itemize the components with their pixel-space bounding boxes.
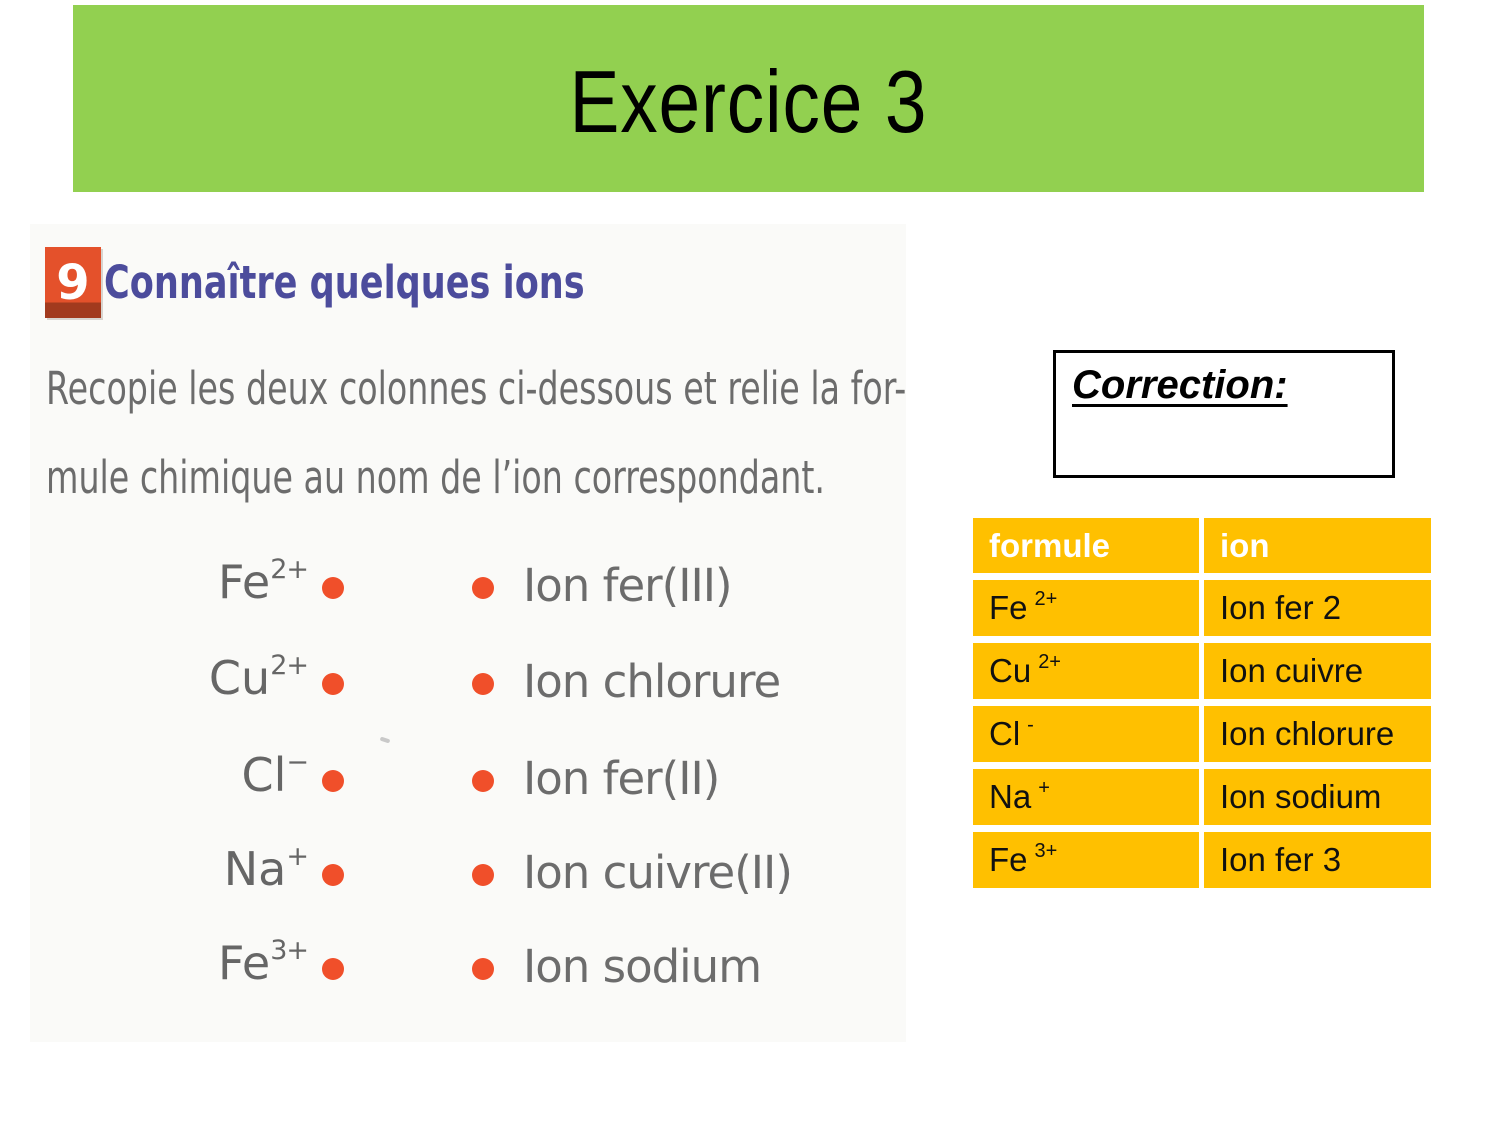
textbook-excerpt: 9 Connaître quelques ions Recopie les de… [30, 224, 906, 1042]
ion-cell: Ion chlorure [1204, 706, 1431, 762]
match-row: Na+ Ion cuivre(II) [30, 840, 906, 906]
match-row: Cu2+ Ion chlorure [30, 649, 906, 715]
formula-superscript: + [1038, 777, 1050, 799]
exercise-instructions: Recopie les deux colonnes ci-dessous et … [46, 344, 934, 522]
formula-label: Na+ [150, 840, 309, 906]
column-header-formule: formule [973, 518, 1199, 573]
instructions-line-1: Recopie les deux colonnes ci-dessous et … [46, 362, 907, 415]
formula-label: Cl− [150, 746, 309, 812]
table-row: Fe 2+ Ion fer 2 [973, 580, 1431, 636]
exercise-heading: Connaître quelques ions [104, 256, 585, 309]
formula-cell: Fe 2+ [973, 580, 1199, 636]
table-row: Na + Ion sodium [973, 769, 1431, 825]
table-header-row: formule ion [973, 518, 1431, 573]
formula-base: Fe [217, 936, 271, 990]
formula-base: Cu [208, 651, 271, 705]
formula-superscript: 2+ [1034, 588, 1058, 610]
ion-name-label: Ion chlorure [523, 655, 781, 708]
formula-base: Cu [989, 652, 1032, 689]
formula-superscript: 2+ [270, 649, 309, 681]
matching-exercise: Fe2+ Ion fer(III) Cu2+ Ion chlorure Cl− … [30, 224, 906, 1042]
connector-dot-left [322, 577, 344, 599]
formula-base: Fe [989, 589, 1028, 626]
ion-name-label: Ion fer(II) [523, 752, 720, 805]
connector-dot-left [322, 770, 344, 792]
formula-base: Cl [241, 748, 287, 802]
correction-box: Correction: [1053, 350, 1395, 478]
connector-dot-left [322, 958, 344, 980]
formula-label: Cu2+ [150, 649, 309, 715]
ion-cell: Ion cuivre [1204, 643, 1431, 699]
formula-superscript: + [286, 840, 309, 872]
formula-base: Fe [989, 841, 1028, 878]
formula-label: Fe2+ [150, 553, 309, 619]
answers-table: formule ion Fe 2+ Ion fer 2 Cu 2+ Ion cuiv… [968, 511, 1436, 895]
scan-artifact [379, 736, 391, 744]
connector-dot-left [322, 864, 344, 886]
formula-superscript: 3+ [270, 934, 309, 966]
instructions-line-2: mule chimique au nom de l’ion correspond… [46, 451, 826, 504]
ion-name-label: Ion fer(III) [523, 559, 733, 612]
formula-cell: Cl - [973, 706, 1199, 762]
table-row: Fe 3+ Ion fer 3 [973, 832, 1431, 888]
match-row: Cl− Ion fer(II) [30, 746, 906, 812]
formula-base: Na [989, 778, 1032, 815]
slide-title-banner: Exercice 3 [73, 5, 1424, 192]
formula-base: Na [223, 842, 287, 896]
formula-label: Fe3+ [150, 934, 309, 1000]
formula-base: Fe [217, 555, 271, 609]
connector-dot-right [472, 673, 494, 695]
formula-superscript: 2+ [270, 553, 309, 585]
table-row: Cl - Ion chlorure [973, 706, 1431, 762]
connector-dot-right [472, 770, 494, 792]
column-header-ion: ion [1204, 518, 1431, 573]
ion-name-label: Ion sodium [523, 940, 762, 993]
connector-dot-right [472, 864, 494, 886]
slide-title: Exercice 3 [569, 51, 928, 151]
formula-cell: Na + [973, 769, 1199, 825]
formula-superscript: 2+ [1038, 651, 1061, 673]
connector-dot-right [472, 577, 494, 599]
formula-cell: Fe 3+ [973, 832, 1199, 888]
formula-superscript: - [1027, 714, 1034, 736]
formula-superscript: 3+ [1034, 840, 1058, 862]
ion-cell: Ion fer 3 [1204, 832, 1431, 888]
correction-label: Correction: [1072, 363, 1288, 407]
table-row: Cu 2+ Ion cuivre [973, 643, 1431, 699]
ion-cell: Ion sodium [1204, 769, 1431, 825]
ion-cell: Ion fer 2 [1204, 580, 1431, 636]
formula-superscript: − [286, 746, 309, 778]
formula-base: Cl [989, 715, 1021, 752]
match-row: Fe3+ Ion sodium [30, 934, 906, 1000]
connector-dot-right [472, 958, 494, 980]
match-row: Fe2+ Ion fer(III) [30, 553, 906, 619]
formula-cell: Cu 2+ [973, 643, 1199, 699]
ion-name-label: Ion cuivre(II) [523, 846, 793, 899]
exercise-number-badge: 9 [45, 247, 101, 318]
connector-dot-left [322, 673, 344, 695]
